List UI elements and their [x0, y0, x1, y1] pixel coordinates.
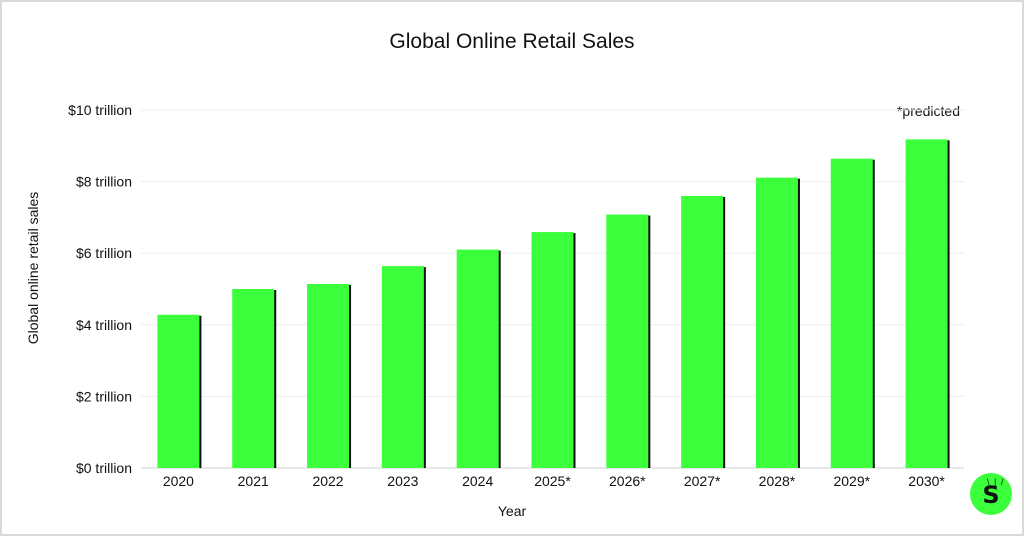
logo-rays-icon: \ | / — [987, 477, 1005, 487]
x-tick-label: 2026* — [609, 473, 646, 489]
logo-letter: S — [982, 481, 1000, 509]
x-tick-label: 2022 — [312, 473, 343, 489]
chart-title: Global Online Retail Sales — [389, 30, 635, 53]
x-tick-label: 2025* — [534, 473, 571, 489]
bar-4 — [456, 249, 499, 468]
bar-8 — [755, 177, 798, 469]
y-tick-label: $8 trillion — [76, 174, 132, 190]
x-tick-label: 2021 — [238, 473, 269, 489]
bar-10 — [905, 139, 948, 468]
y-tick-label: $0 trillion — [76, 460, 132, 476]
bar-5 — [531, 232, 574, 468]
y-tick-label: $4 trillion — [76, 317, 132, 333]
x-tick-label: 2024 — [462, 473, 493, 489]
x-tick-label: 2023 — [387, 473, 418, 489]
y-tick-label: $6 trillion — [76, 245, 132, 261]
brand-logo: \ | / S — [970, 473, 1012, 515]
y-tick-label: $2 trillion — [76, 388, 132, 404]
x-tick-label: 2028* — [759, 473, 796, 489]
bar-1 — [232, 289, 275, 468]
bar-0 — [157, 314, 200, 468]
x-tick-label: 2020 — [163, 473, 194, 489]
bar-6 — [606, 214, 649, 468]
bar-3 — [381, 266, 424, 468]
bar-7 — [681, 195, 724, 469]
predicted-note: *predicted — [896, 103, 960, 119]
y-tick-label: $10 trillion — [68, 102, 132, 118]
x-tick-label: 2030* — [908, 473, 945, 489]
bar-2 — [307, 283, 350, 468]
x-tick-label: 2029* — [833, 473, 870, 489]
x-tick-label: 2027* — [684, 473, 721, 489]
x-axis-label: Year — [497, 503, 527, 519]
bar-9 — [830, 158, 873, 469]
